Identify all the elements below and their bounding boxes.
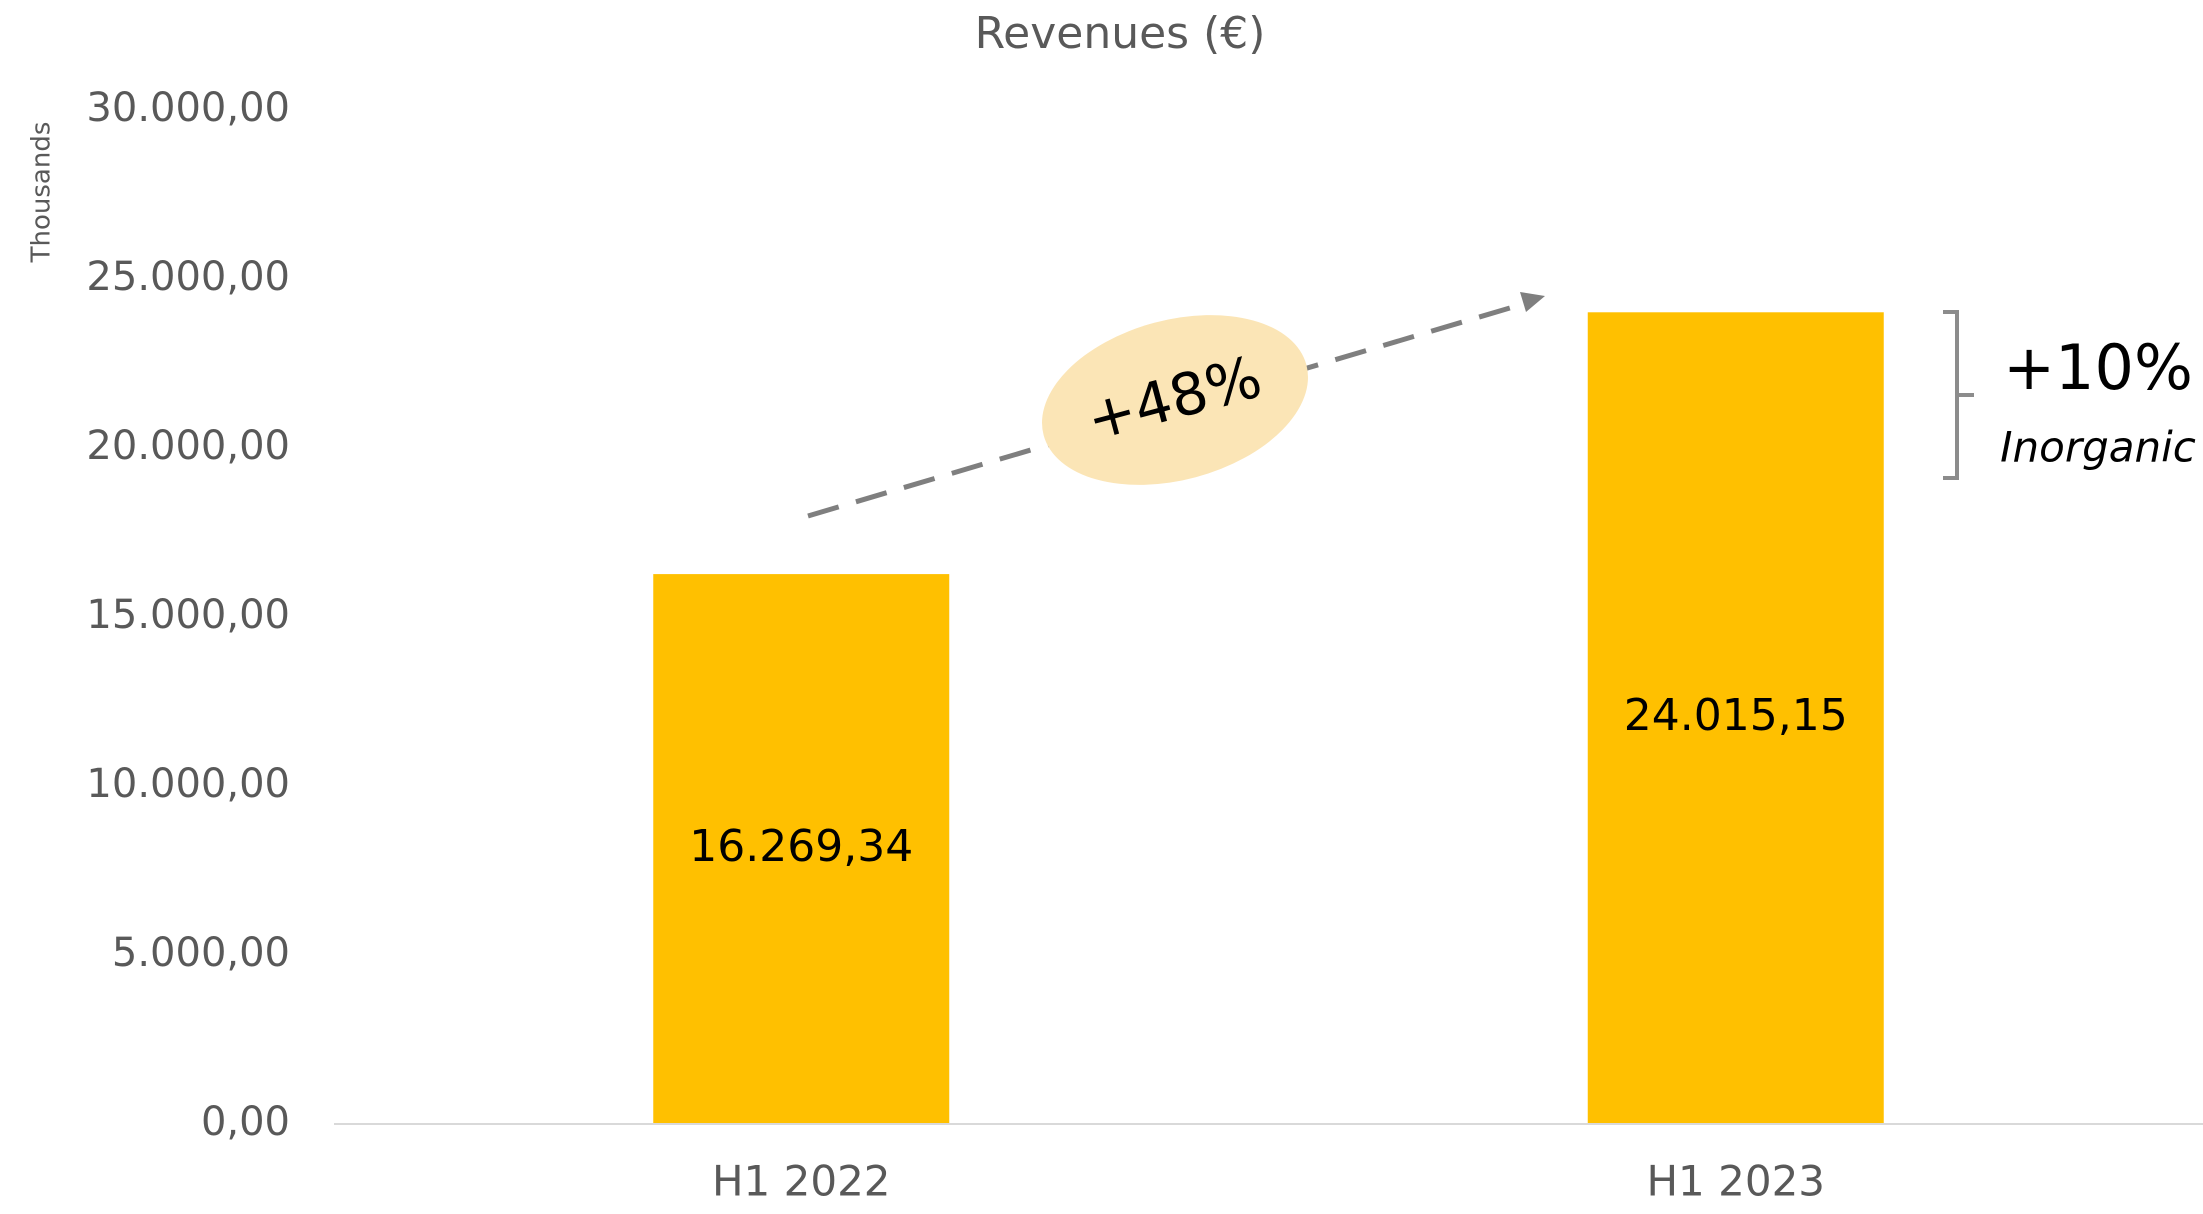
x-tick-label: H1 2022 (712, 1157, 891, 1206)
y-tick-label: 0,00 (201, 1099, 290, 1145)
y-tick-label: 10.000,00 (86, 761, 290, 807)
arrow-head (1520, 292, 1545, 312)
y-tick-label: 30.000,00 (86, 85, 290, 131)
value-label: 24.015,15 (1624, 690, 1848, 741)
inorganic-percent: +10% (2003, 331, 2193, 404)
x-tick-label: H1 2023 (1646, 1157, 1825, 1206)
value-label: 16.269,34 (689, 821, 913, 872)
bar (653, 574, 950, 1124)
y-tick-label: 20.000,00 (86, 423, 290, 469)
growth-ellipse (1042, 315, 1308, 485)
inorganic-label: Inorganic (2000, 423, 2196, 472)
y-tick-label: 5.000,00 (112, 930, 290, 976)
y-axis-label: Thousands (27, 122, 57, 264)
chart-title: Revenues (€) (975, 8, 1266, 59)
bar (1587, 312, 1884, 1124)
y-tick-label: 25.000,00 (86, 254, 290, 300)
y-tick-label: 15.000,00 (86, 592, 290, 638)
bracket (1943, 310, 1974, 480)
